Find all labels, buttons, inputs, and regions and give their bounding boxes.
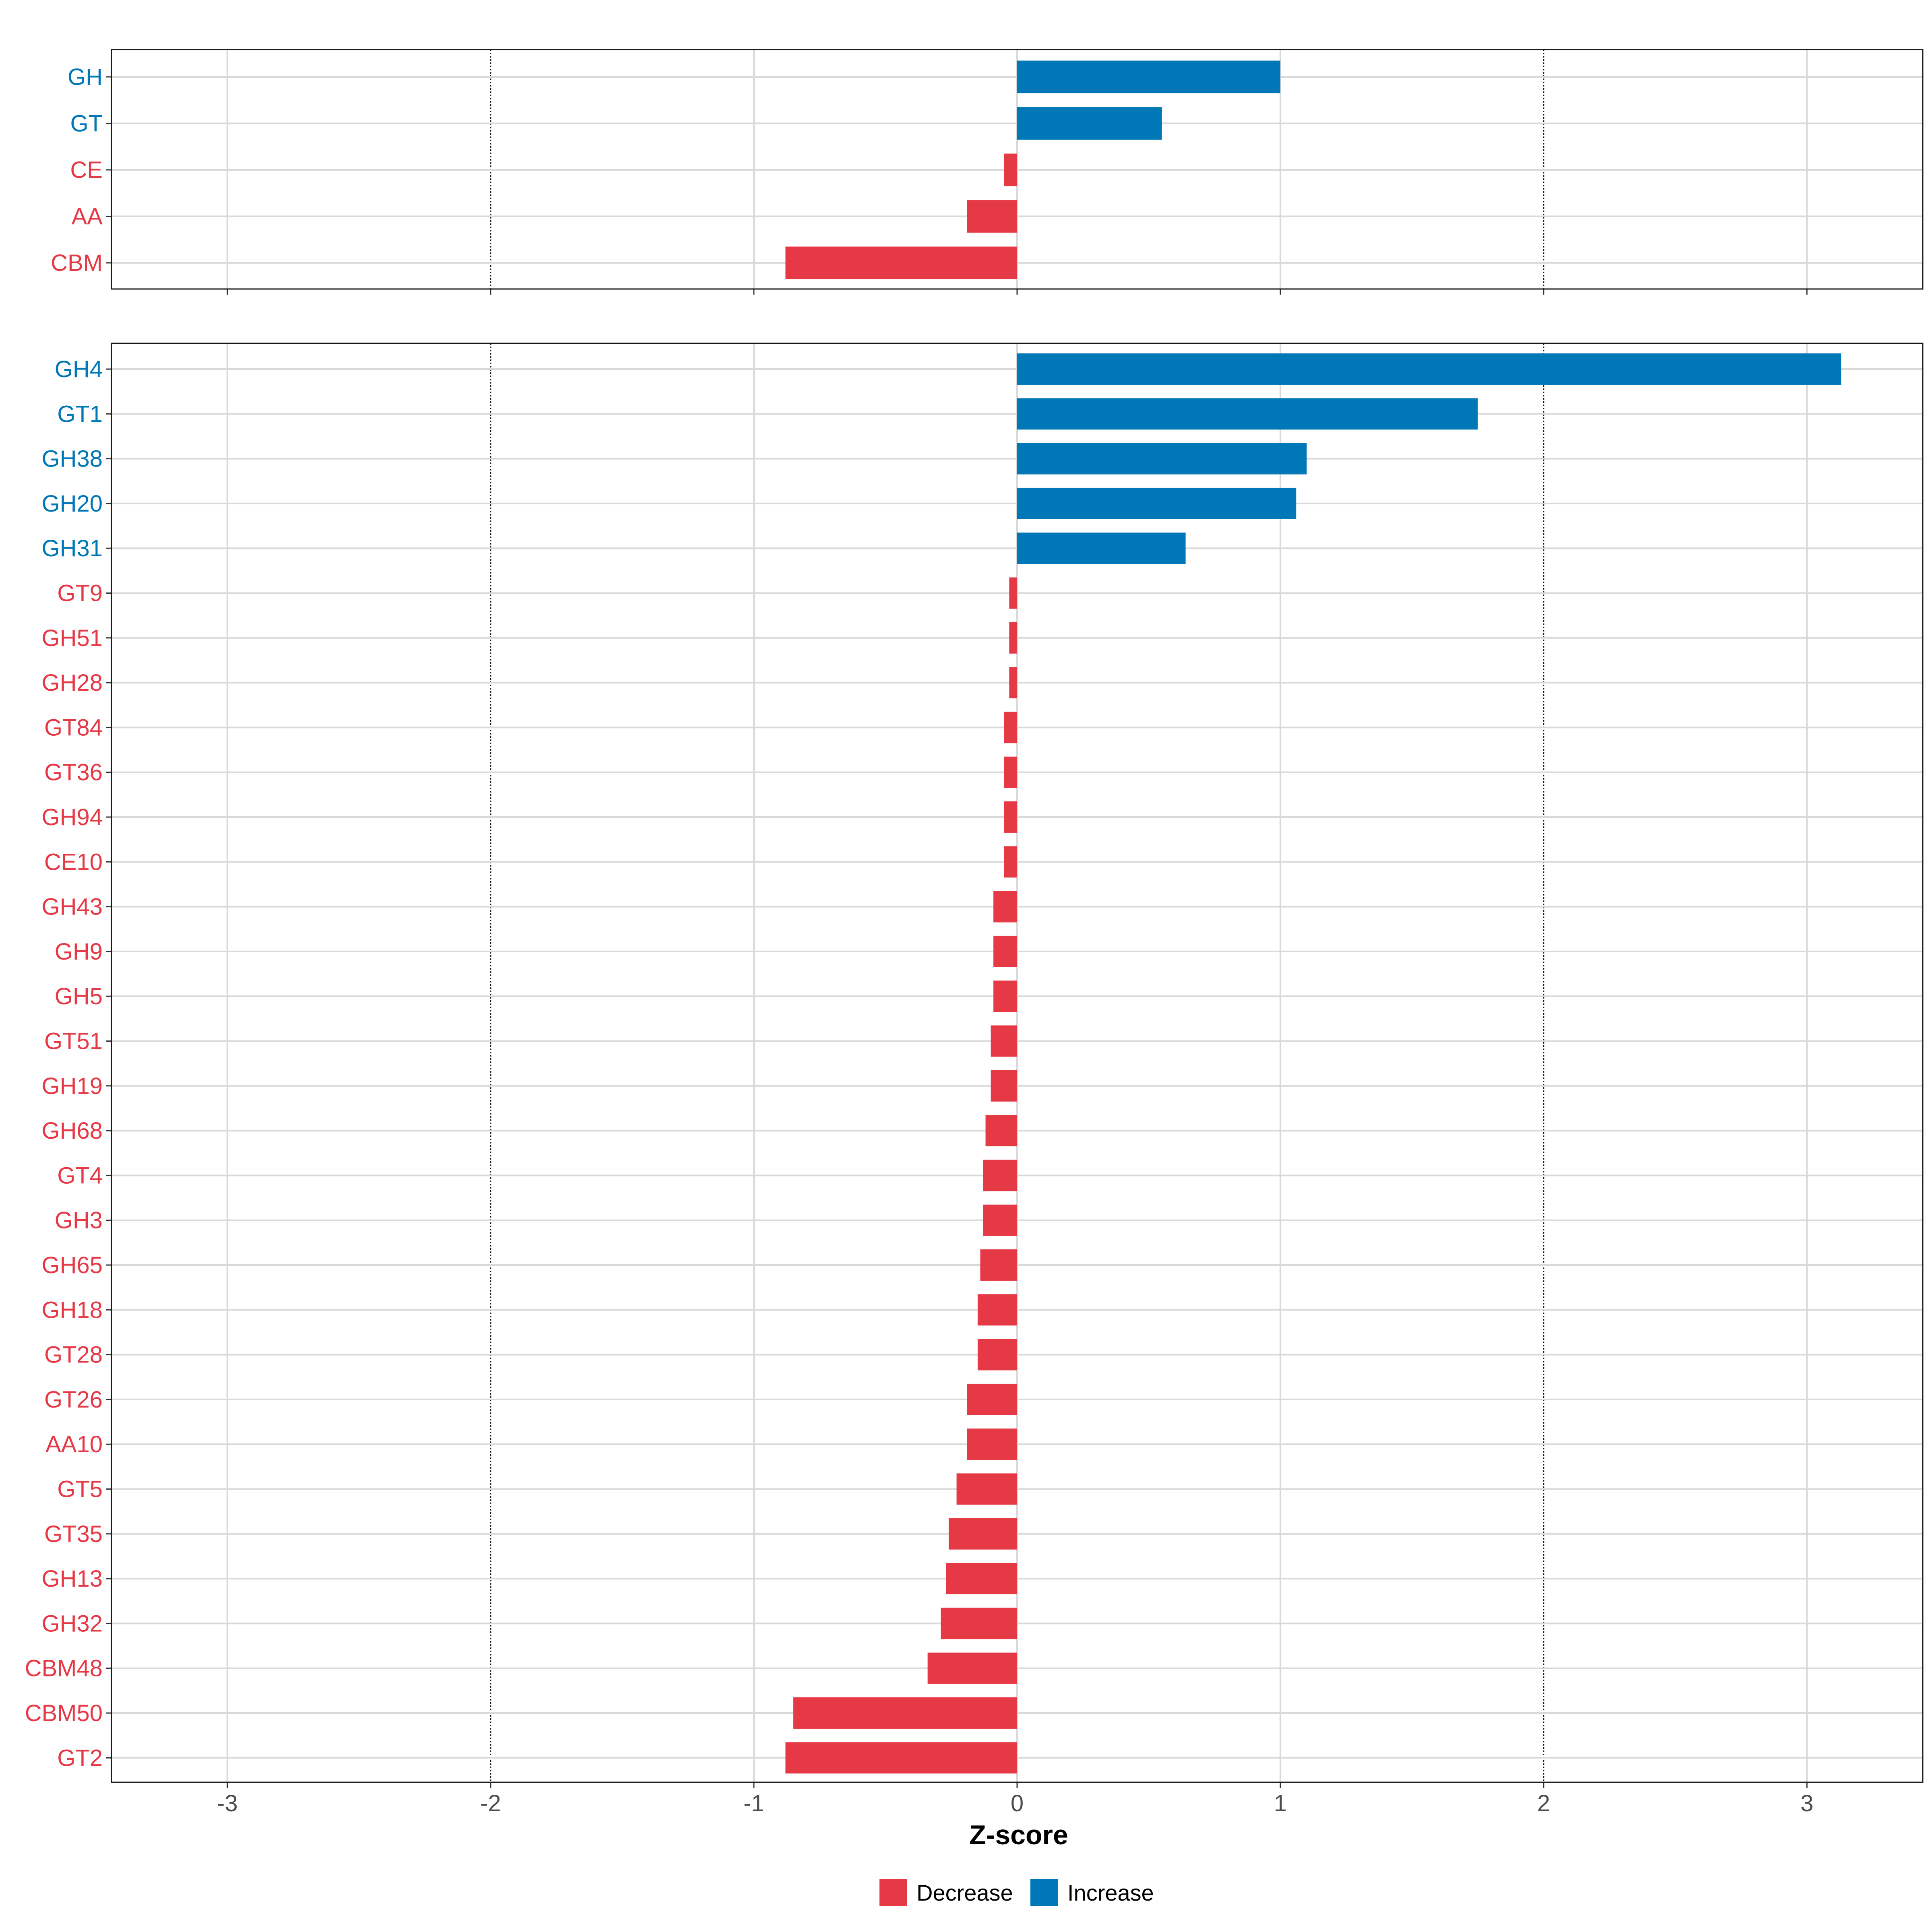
category-label-gh: GH [68,64,103,90]
category-label-gh13: GH13 [41,1566,103,1592]
bar-gt84 [1004,712,1017,743]
bar-gt28 [977,1339,1017,1371]
bar-gt26 [967,1383,1017,1415]
category-label-gh3: GH3 [55,1208,103,1234]
category-label-gh5: GH5 [55,983,103,1009]
category-label-gt84: GT84 [44,714,103,741]
legend: Decrease Increase [879,1879,1154,1906]
bar-gh [1017,60,1281,93]
bar-ce10 [1004,846,1017,878]
x-tick-label: 2 [1537,1790,1550,1816]
bar-gh3 [983,1204,1017,1236]
bar-cbm50 [793,1697,1017,1729]
category-label-gt5: GT5 [57,1476,103,1503]
bar-gh28 [1009,667,1017,699]
x-axis-title: Z-score [969,1820,1068,1850]
category-label-ce10: CE10 [44,849,103,875]
bar-gt36 [1004,756,1017,788]
bar-ce [1004,153,1017,186]
category-label-gh4: GH4 [55,356,103,382]
category-label-gh20: GH20 [41,491,103,517]
category-label-gt9: GT9 [57,580,103,607]
category-label-gh65: GH65 [41,1252,103,1278]
bar-aa10 [967,1428,1017,1460]
category-label-cbm50: CBM50 [25,1700,103,1726]
bar-gt9 [1009,577,1017,609]
bar-gh20 [1017,487,1296,519]
bar-gh4 [1017,353,1841,385]
category-label-gh9: GH9 [55,939,103,965]
category-label-gt26: GT26 [44,1387,103,1413]
category-label-gt35: GT35 [44,1521,103,1547]
bar-cbm [785,246,1017,279]
x-tick-label: -1 [743,1790,764,1816]
bar-aa [967,200,1017,233]
category-label-cbm48: CBM48 [25,1655,103,1682]
bar-gh13 [946,1563,1017,1595]
bar-gh43 [993,891,1017,923]
bar-gh38 [1017,443,1307,475]
category-label-cbm: CBM [51,250,103,276]
bar-gh51 [1009,622,1017,654]
category-label-aa10: AA10 [45,1431,103,1457]
panel-family: GH4 GT1 GH38 GH20 GH31 GT9 GH51 GH28 GT84 GT36 GH9… [25,343,1924,1788]
bar-gt [1017,107,1162,140]
bar-cbm48 [927,1652,1017,1684]
bar-gh31 [1017,533,1186,564]
legend-label-decrease: Decrease [916,1880,1013,1905]
bar-gh19 [991,1070,1017,1102]
x-tick-label: 1 [1274,1790,1287,1816]
category-label-gt51: GT51 [44,1028,103,1055]
legend-label-increase: Increase [1067,1880,1154,1905]
category-label-gh51: GH51 [41,625,103,651]
bar-gt1 [1017,398,1478,430]
bar-gt35 [948,1518,1017,1550]
bar-gh32 [941,1608,1017,1639]
x-tick-label: 0 [1011,1790,1024,1816]
category-label-gh31: GH31 [41,535,103,561]
category-label-gt36: GT36 [44,760,103,786]
bar-gh65 [980,1249,1017,1281]
x-tick-label: -2 [480,1790,501,1816]
panel-border [111,49,1924,290]
category-label-gh32: GH32 [41,1610,103,1637]
bar-gh68 [985,1115,1017,1147]
category-label-aa: AA [72,204,103,230]
category-label-gt4: GT4 [57,1162,103,1189]
category-label-gh38: GH38 [41,446,103,472]
x-tick-label: 3 [1800,1790,1813,1816]
x-tick-label: -3 [217,1790,238,1816]
panel-border [111,343,1924,1783]
bar-gt5 [956,1473,1017,1505]
panel-class: GH GT CE AA CBM [51,49,1924,295]
bar-gt51 [991,1025,1017,1057]
category-label-gh18: GH18 [41,1297,103,1323]
bar-gt4 [983,1160,1017,1191]
category-label-gt: GT [70,111,103,137]
legend-swatch-decrease [879,1879,907,1906]
category-label-gh94: GH94 [41,804,103,830]
bar-gt2 [785,1742,1017,1774]
category-label-gt2: GT2 [57,1745,103,1771]
category-label-gh28: GH28 [41,670,103,696]
x-axis: -3 -2 -1 0 1 2 3 [217,1790,1813,1816]
category-label-gt28: GT28 [44,1342,103,1368]
category-label-gt1: GT1 [57,401,103,427]
bar-gh9 [993,935,1017,967]
category-label-gh68: GH68 [41,1118,103,1144]
category-label-gh43: GH43 [41,894,103,920]
category-label-gh19: GH19 [41,1073,103,1099]
bar-gh94 [1004,801,1017,833]
legend-swatch-increase [1030,1879,1058,1906]
category-label-ce: CE [70,157,103,183]
bar-gh5 [993,980,1017,1012]
bar-gh18 [977,1294,1017,1326]
